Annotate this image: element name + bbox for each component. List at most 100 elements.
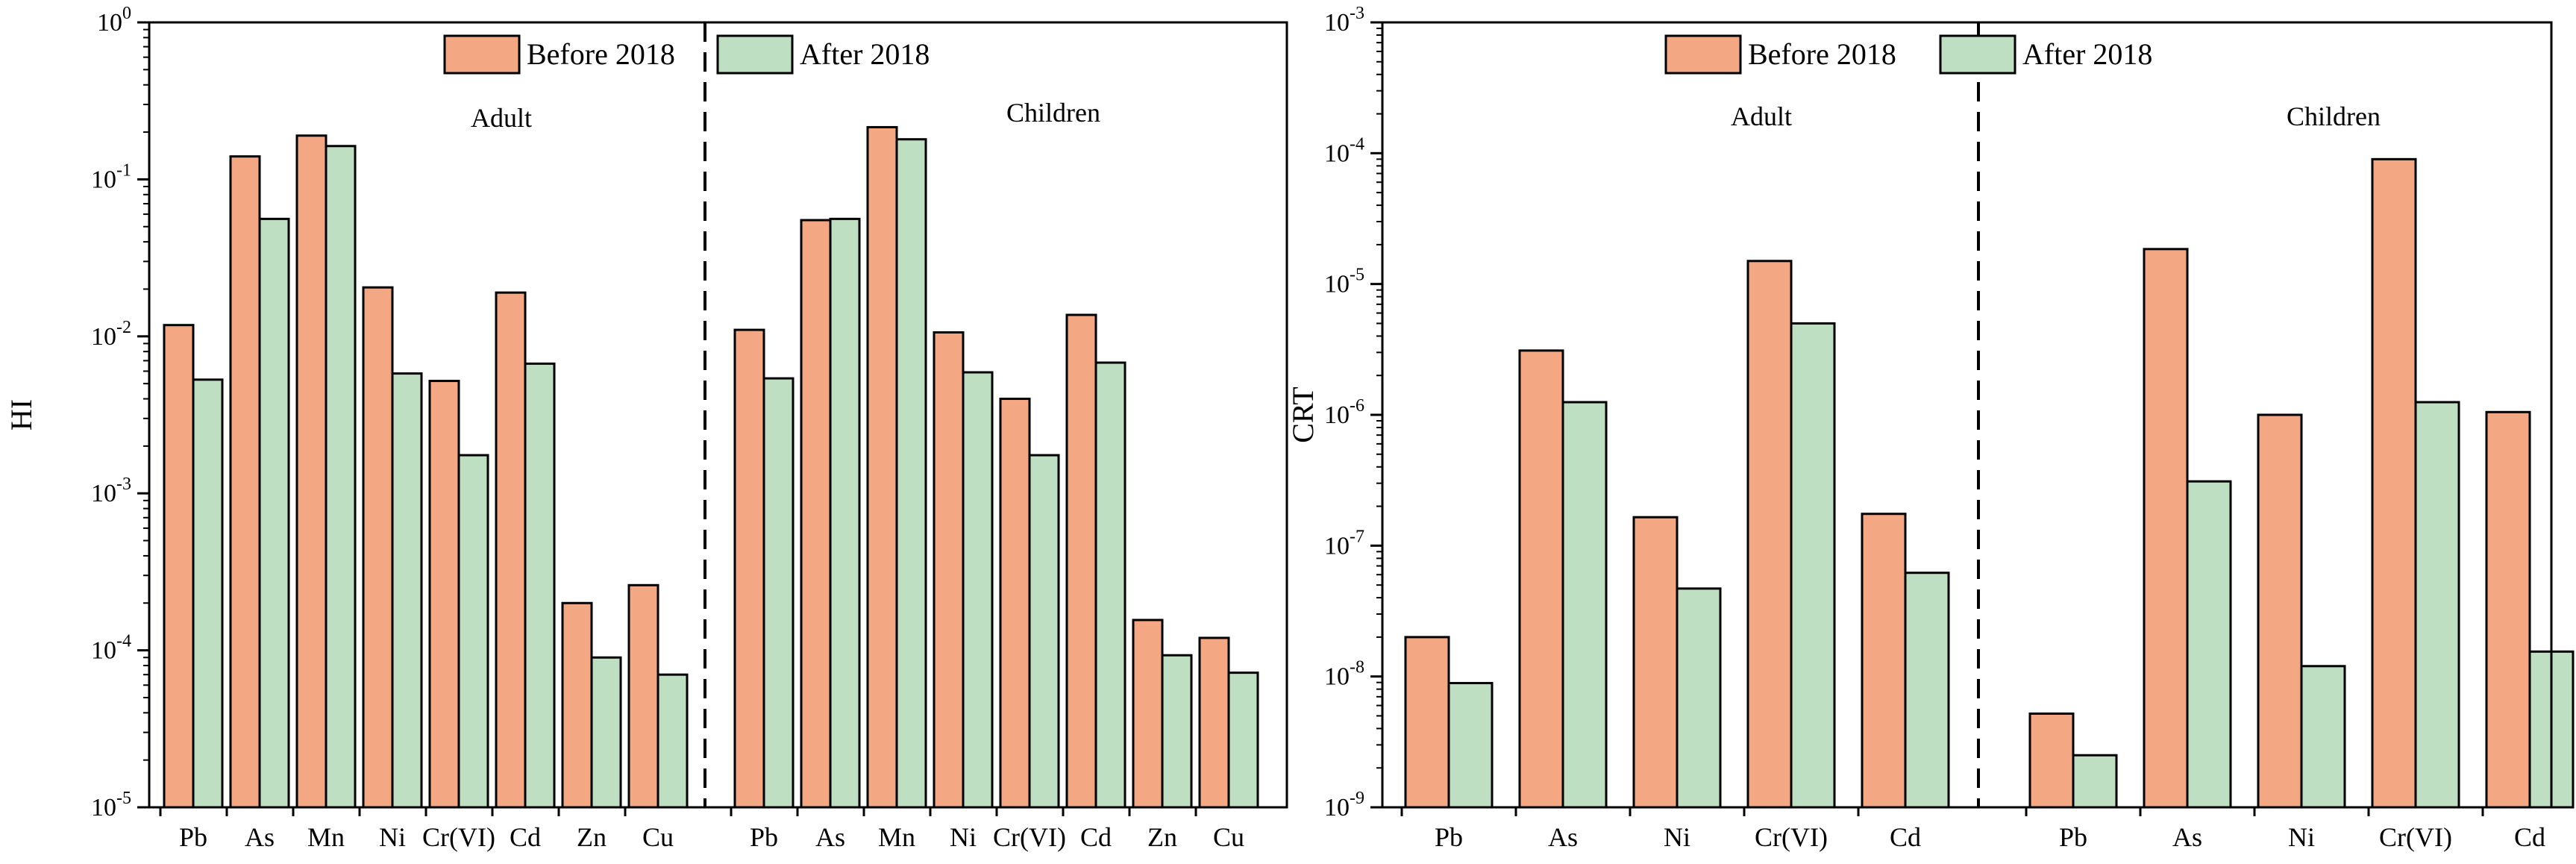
bar-children-crvi-after: [2414, 401, 2460, 809]
y-tick-exponent: -5: [116, 789, 131, 808]
category-label: As: [1548, 822, 1578, 852]
bar-children-mn-before: [866, 125, 898, 809]
bar-children-cd-before: [2485, 410, 2531, 809]
bar-adult-ni-before: [1632, 516, 1679, 809]
category-label: As: [245, 822, 275, 852]
y-tick-base: 10: [91, 480, 116, 507]
y-tick-label: 10-5: [1324, 266, 1364, 298]
bar-children-cd-before: [1065, 313, 1097, 809]
category-label: Pb: [2059, 822, 2087, 852]
category-label: Ni: [379, 822, 406, 852]
bar-adult-ni-after: [1676, 587, 1722, 809]
y-tick-exponent: -8: [1350, 658, 1364, 677]
bar-children-ni-after: [2300, 665, 2346, 809]
y-tick-exponent: -3: [1350, 4, 1364, 23]
y-tick-exponent: -2: [116, 318, 131, 337]
legend-label-after: After 2018: [800, 37, 930, 71]
hi-panel: Pb As Mn Ni Cr(VI) Cd Zn Cu Adult Pb As Mn Ni Cr(VI) C…: [4, 4, 1288, 852]
y-tick-label: 10-4: [1324, 134, 1364, 167]
y-tick-exponent: 0: [122, 4, 131, 23]
bar-children-as-after: [2186, 480, 2232, 809]
y-tick-base: 10: [1324, 140, 1350, 167]
y-tick-base: 10: [97, 9, 122, 37]
group-label-adult: Adult: [471, 103, 532, 133]
y-tick-base: 10: [91, 166, 116, 193]
category-label: Cu: [642, 822, 674, 852]
category-label: Pb: [750, 822, 778, 852]
legend-swatch-before: [1664, 34, 1742, 75]
bar-adult-mn-after: [325, 145, 357, 809]
category-label: Pb: [1435, 822, 1463, 852]
y-axis-title: HI: [4, 399, 38, 431]
bar-children-cu-after: [1227, 672, 1259, 809]
category-label: Ni: [1664, 822, 1690, 852]
bar-adult-crvi-after: [457, 454, 489, 809]
y-tick-exponent: -1: [116, 160, 131, 180]
legend-label-before: Before 2018: [527, 37, 675, 71]
y-tick-label: 10-3: [91, 475, 131, 507]
group-label-children: Children: [2287, 101, 2381, 131]
y-tick-label: 10-6: [1324, 396, 1364, 429]
bar-adult-pb-after: [192, 378, 224, 809]
y-tick-label: 10-7: [1324, 527, 1364, 560]
bar-children-as-after: [829, 217, 861, 809]
bar-adult-as-after: [258, 217, 290, 809]
category-label: Cd: [2514, 822, 2545, 852]
y-tick-base: 10: [91, 323, 116, 351]
bar-children-zn-before: [1132, 619, 1164, 809]
bar-children-as-before: [2143, 248, 2189, 809]
y-tick-label: 10-8: [1324, 658, 1364, 691]
category-label: Zn: [1147, 822, 1177, 852]
legend-label-after: After 2018: [2022, 37, 2152, 71]
y-tick-exponent: -4: [116, 632, 131, 651]
category-label: Mn: [307, 822, 345, 852]
bar-children-pb-before: [733, 328, 765, 809]
bar-children-ni-after: [962, 371, 994, 809]
bar-adult-pb-before: [1404, 636, 1450, 809]
y-tick-base: 10: [1324, 9, 1350, 37]
category-label: As: [2172, 822, 2202, 852]
group-label-adult: Adult: [1731, 101, 1792, 131]
category-label: Cd: [1890, 822, 1921, 852]
bar-adult-cd-after: [524, 362, 556, 809]
y-tick-exponent: -9: [1350, 789, 1364, 808]
legend-label-before: Before 2018: [1748, 37, 1896, 71]
bar-children-cu-before: [1198, 636, 1230, 809]
bar-children-mn-after: [895, 138, 927, 809]
bar-adult-mn-before: [295, 134, 328, 809]
bar-adult-pb-after: [1447, 682, 1494, 809]
group-label-children: Children: [1006, 98, 1100, 128]
bar-adult-cu-before: [627, 583, 659, 809]
y-tick-base: 10: [1324, 663, 1350, 691]
y-tick-label: 10-2: [91, 318, 131, 351]
bar-adult-crvi-before: [428, 380, 460, 809]
category-label: Cr(VI): [422, 822, 495, 852]
plot-frame: [148, 21, 1288, 809]
category-label: Pb: [179, 822, 207, 852]
bar-children-cd-after: [1094, 361, 1126, 809]
bar-adult-pb-before: [163, 324, 195, 809]
category-label: As: [815, 822, 845, 852]
bar-children-crvi-after: [1028, 454, 1060, 809]
y-tick-exponent: -5: [1350, 266, 1364, 285]
y-tick-base: 10: [1324, 271, 1350, 298]
y-tick-base: 10: [91, 637, 116, 665]
y-tick-base: 10: [1324, 532, 1350, 560]
bar-children-pb-after: [762, 377, 795, 809]
bar-adult-zn-after: [590, 656, 622, 809]
category-label: Ni: [2288, 822, 2315, 852]
legend-swatch-after: [1939, 34, 2016, 75]
y-tick-label: 10-3: [1324, 4, 1364, 37]
category-label: Zn: [577, 822, 607, 852]
y-tick-label: 10-4: [91, 632, 131, 665]
y-tick-base: 10: [91, 794, 116, 821]
bar-adult-crvi-after: [1790, 322, 1836, 809]
y-tick-exponent: -3: [116, 475, 131, 494]
category-label: Cd: [510, 822, 541, 852]
bar-adult-zn-before: [561, 601, 593, 809]
bar-adult-cd-before: [495, 291, 527, 809]
y-tick-exponent: -7: [1350, 527, 1364, 546]
bar-adult-as-before: [229, 155, 261, 809]
category-label: Cr(VI): [1755, 822, 1828, 852]
